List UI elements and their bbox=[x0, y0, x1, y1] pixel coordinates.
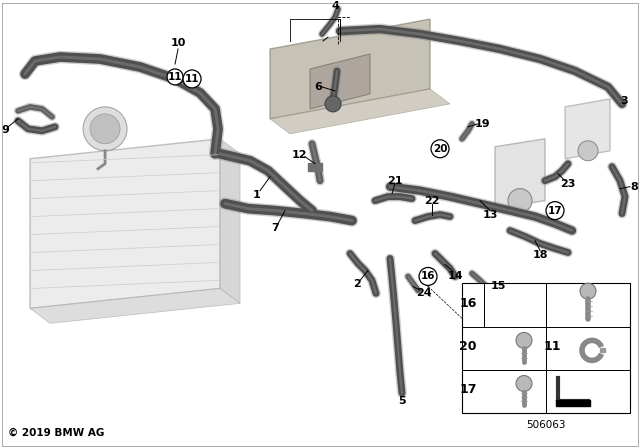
Circle shape bbox=[546, 202, 564, 220]
Polygon shape bbox=[310, 54, 370, 109]
Text: 11: 11 bbox=[543, 340, 561, 353]
Text: 24: 24 bbox=[416, 289, 432, 298]
Text: 10: 10 bbox=[170, 38, 186, 48]
Text: 16: 16 bbox=[460, 297, 477, 310]
Circle shape bbox=[167, 69, 183, 85]
Polygon shape bbox=[495, 139, 545, 209]
Circle shape bbox=[516, 332, 532, 349]
Circle shape bbox=[90, 114, 120, 144]
Text: 19: 19 bbox=[474, 119, 490, 129]
Text: 17: 17 bbox=[548, 206, 563, 215]
Circle shape bbox=[516, 375, 532, 392]
Text: 22: 22 bbox=[424, 196, 440, 206]
Text: 23: 23 bbox=[560, 179, 576, 189]
Text: 4: 4 bbox=[331, 1, 339, 11]
Bar bbox=[556, 401, 590, 406]
Text: 15: 15 bbox=[490, 281, 506, 291]
Circle shape bbox=[183, 70, 201, 88]
Text: 11: 11 bbox=[185, 74, 199, 84]
Polygon shape bbox=[270, 19, 430, 119]
Text: 21: 21 bbox=[387, 176, 403, 185]
Text: 20: 20 bbox=[460, 340, 477, 353]
Text: 9: 9 bbox=[1, 125, 9, 135]
Text: 8: 8 bbox=[630, 182, 638, 192]
Text: 6: 6 bbox=[314, 82, 322, 92]
Text: 13: 13 bbox=[483, 210, 498, 220]
Polygon shape bbox=[565, 99, 610, 159]
Polygon shape bbox=[270, 89, 450, 134]
Text: 20: 20 bbox=[433, 144, 447, 154]
Text: 5: 5 bbox=[398, 396, 406, 406]
Text: © 2019 BMW AG: © 2019 BMW AG bbox=[8, 428, 104, 438]
Bar bbox=[600, 349, 605, 353]
Circle shape bbox=[419, 267, 437, 285]
Circle shape bbox=[578, 141, 598, 161]
Bar bbox=[462, 284, 630, 413]
Circle shape bbox=[508, 189, 532, 213]
Text: 7: 7 bbox=[271, 223, 279, 233]
Text: 3: 3 bbox=[620, 96, 628, 106]
Polygon shape bbox=[220, 139, 240, 303]
Text: 18: 18 bbox=[532, 250, 548, 260]
Text: 16: 16 bbox=[420, 271, 435, 281]
Text: 1: 1 bbox=[253, 190, 261, 200]
Text: 11: 11 bbox=[168, 72, 182, 82]
Circle shape bbox=[83, 107, 127, 151]
Bar bbox=[308, 163, 322, 171]
Text: 506063: 506063 bbox=[526, 420, 566, 430]
Circle shape bbox=[325, 96, 341, 112]
Polygon shape bbox=[30, 139, 220, 308]
Circle shape bbox=[580, 283, 596, 299]
Polygon shape bbox=[30, 289, 240, 323]
Text: 12: 12 bbox=[291, 150, 307, 160]
Text: 17: 17 bbox=[460, 383, 477, 396]
Text: 2: 2 bbox=[353, 280, 361, 289]
Text: 14: 14 bbox=[447, 271, 463, 281]
Circle shape bbox=[431, 140, 449, 158]
